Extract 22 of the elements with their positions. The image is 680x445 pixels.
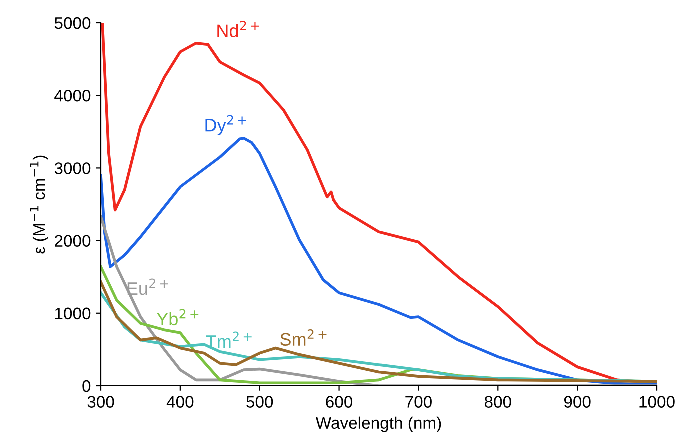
y-tick-label: 2000 bbox=[55, 235, 91, 248]
x-tick-label: 1000 bbox=[640, 396, 675, 408]
y-tick-label: 0 bbox=[82, 380, 91, 392]
series-label: Nd$^{2+}$ bbox=[218, 20, 260, 38]
series-label: Sm$^{2+}$ bbox=[280, 330, 327, 346]
series-label: Dy$^{2+}$ bbox=[206, 115, 246, 136]
y-tick-label: 5000 bbox=[54, 17, 91, 30]
x-tick-label: 600 bbox=[326, 396, 353, 408]
y-axis-title: ε (M$^{−1}$ cm$^{−1}$) bbox=[30, 156, 48, 254]
x-tick-label: 500 bbox=[246, 396, 274, 408]
x-tick-label: 900 bbox=[564, 396, 591, 408]
y-tick-label: 3000 bbox=[54, 162, 91, 174]
x-tick-label: 700 bbox=[406, 396, 432, 408]
x-tick-label: 400 bbox=[166, 396, 194, 408]
x-tick-label: 300 bbox=[88, 396, 114, 408]
x-axis-title: Wavelength (nm) bbox=[316, 416, 442, 432]
y-tick-label: 1000 bbox=[55, 308, 91, 320]
x-tick-label: 800 bbox=[484, 396, 512, 408]
y-tick-label: 4000 bbox=[54, 90, 91, 102]
series-label: Tm$^{2+}$ bbox=[206, 332, 252, 348]
line-series bbox=[101, 23, 657, 384]
series-label: Yb$^{2+}$ bbox=[157, 309, 199, 326]
